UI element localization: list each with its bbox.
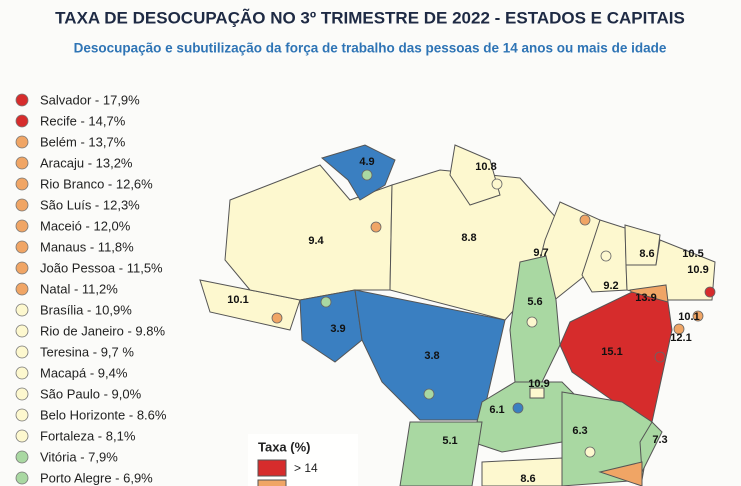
capital-label: Maceió - 12,0% [40,218,131,233]
state [598,461,643,486]
capital-dot [15,240,29,254]
capital-marker [512,402,524,414]
capital-marker [423,388,435,400]
capital-label: São Luís - 12,3% [40,197,140,212]
capital-dot [15,261,29,275]
title: TAXA DE DESOCUPAÇÃO NO 3º TRIMESTRE DE 2… [55,7,685,27]
state-value: 10.8 [475,161,496,173]
state [481,457,563,486]
state-value: 5.1 [442,435,457,447]
capital-marker [526,316,538,328]
capital-label: Brasília - 10,9% [40,302,132,317]
capital-label: Belo Horizonte - 8.6% [40,407,167,422]
capital-dot [15,282,29,296]
capital-dot [15,219,29,233]
state-value: 10.5 [682,248,703,260]
state [224,164,393,301]
capital-dot [15,429,29,443]
capital-marker [704,286,716,298]
state-value: 10.1 [678,311,699,323]
capital-dot [15,135,29,149]
legend-swatch [257,459,287,477]
capital-label: João Pessoa - 11,5% [40,260,163,275]
capital-marker [600,250,612,262]
legend-swatch [257,479,287,486]
capital-label: Macapá - 9,4% [40,365,128,380]
state-value: 5.6 [527,296,542,308]
capital-label: Teresina - 9,7 % [40,344,134,359]
capital-marker [692,310,704,322]
capital-marker [370,221,382,233]
capital-marker [673,323,685,335]
state-value: 10.9 [528,378,549,390]
capital-marker [654,351,666,363]
capital-marker [361,169,373,181]
state-value: 10.9 [687,264,708,276]
legend-label: > 14 [294,461,318,475]
capital-dot [15,408,29,422]
state-value: 4.9 [359,156,374,168]
state-value: 7.3 [652,434,667,446]
state [299,289,363,363]
capital-marker [579,214,591,226]
capital-marker [271,312,283,324]
capital-dot [15,471,29,485]
capital-marker [491,178,503,190]
state [320,144,396,201]
state [399,421,483,486]
state-value: 15.1 [601,346,622,358]
subtitle: Desocupação e subutilização da força de … [74,41,667,56]
capital-marker [320,296,332,308]
capital-label: Porto Alegre - 6,9% [40,470,153,485]
state-value: 6.3 [572,425,587,437]
capital-label: Belém - 13,7% [40,134,126,149]
state-value: 8.6 [639,248,654,260]
capital-dot [15,345,29,359]
capital-dot [15,366,29,380]
capital-label: Natal - 11,2% [40,281,118,296]
capital-label: Fortaleza - 8,1% [40,428,136,443]
capital-dot [15,198,29,212]
capital-label: Recife - 14,7% [40,113,126,128]
state [449,144,501,206]
capital-dot [15,450,29,464]
capital-dot [15,387,29,401]
capital-label: Manaus - 11,8% [40,239,134,254]
capital-dot [15,93,29,107]
state-value: 9.4 [308,235,324,247]
capital-dot [15,324,29,338]
state-value: 12.1 [670,332,691,344]
state-value: 8.8 [461,232,476,244]
capital-label: Rio de Janeiro - 9.8% [40,323,165,338]
capital-dot [15,156,29,170]
capital-dot [15,114,29,128]
state-value: 13.9 [635,292,656,304]
capital-label: São Paulo - 9,0% [40,386,142,401]
state [529,387,545,399]
capital-dot [15,177,29,191]
state-value: 6.1 [489,404,504,416]
legend-title: Taxa (%) [258,439,311,454]
capital-label: Salvador - 17,9% [40,92,140,107]
state-value: 3.8 [424,350,439,362]
state-value: 8.6 [520,473,535,485]
capital-label: Aracaju - 13,2% [40,155,133,170]
capital-dot [15,303,29,317]
capital-marker [584,446,596,458]
brazil-map [199,144,716,486]
state-value: 9.7 [533,247,548,259]
state-value: 9.2 [603,280,618,292]
state-value: 3.9 [330,323,345,335]
state-value: 10.1 [227,294,248,306]
capital-label: Rio Branco - 12,6% [40,176,153,191]
capital-label: Vitória - 7,9% [40,449,118,464]
